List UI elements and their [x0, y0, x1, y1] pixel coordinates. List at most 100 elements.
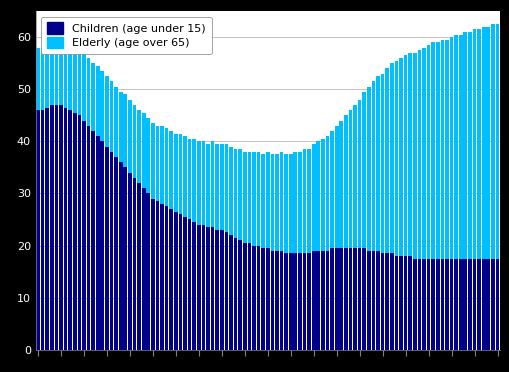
Bar: [261, 248, 265, 350]
Bar: [330, 248, 333, 350]
Bar: [178, 134, 182, 214]
Bar: [311, 144, 315, 251]
Bar: [316, 251, 320, 350]
Bar: [265, 248, 269, 350]
Bar: [201, 225, 205, 350]
Bar: [105, 76, 108, 147]
Bar: [467, 32, 471, 259]
Bar: [146, 193, 150, 350]
Bar: [412, 53, 416, 259]
Bar: [431, 42, 434, 259]
Bar: [196, 141, 200, 225]
Bar: [87, 126, 90, 350]
Bar: [279, 251, 283, 350]
Bar: [155, 201, 159, 350]
Bar: [449, 259, 453, 350]
Bar: [41, 48, 44, 110]
Bar: [490, 24, 494, 259]
Bar: [421, 259, 425, 350]
Bar: [164, 206, 168, 350]
Bar: [274, 251, 278, 350]
Bar: [215, 144, 218, 230]
Bar: [114, 87, 118, 157]
Bar: [321, 139, 324, 251]
Bar: [463, 32, 466, 259]
Bar: [160, 204, 163, 350]
Bar: [123, 167, 127, 350]
Bar: [219, 144, 223, 230]
Bar: [82, 53, 86, 121]
Bar: [142, 113, 145, 188]
Bar: [279, 152, 283, 251]
Bar: [444, 259, 448, 350]
Bar: [229, 235, 233, 350]
Bar: [128, 173, 131, 350]
Bar: [302, 253, 306, 350]
Bar: [431, 259, 434, 350]
Bar: [91, 131, 95, 350]
Bar: [316, 141, 320, 251]
Bar: [224, 144, 228, 232]
Bar: [247, 152, 251, 243]
Bar: [256, 152, 260, 246]
Bar: [36, 110, 40, 350]
Bar: [123, 94, 127, 167]
Bar: [174, 212, 177, 350]
Bar: [339, 121, 343, 248]
Bar: [100, 141, 104, 350]
Bar: [64, 108, 67, 350]
Bar: [380, 253, 384, 350]
Bar: [371, 81, 375, 251]
Bar: [68, 45, 72, 110]
Bar: [353, 248, 356, 350]
Bar: [495, 24, 498, 259]
Bar: [45, 45, 49, 108]
Bar: [306, 149, 310, 253]
Bar: [481, 27, 485, 259]
Bar: [100, 71, 104, 141]
Bar: [50, 42, 53, 105]
Bar: [251, 152, 256, 246]
Bar: [174, 134, 177, 212]
Bar: [229, 147, 233, 235]
Bar: [233, 149, 237, 238]
Bar: [242, 243, 246, 350]
Bar: [389, 253, 393, 350]
Bar: [399, 256, 402, 350]
Bar: [146, 118, 150, 193]
Bar: [357, 248, 361, 350]
Bar: [119, 162, 122, 350]
Bar: [435, 42, 439, 259]
Bar: [82, 121, 86, 350]
Bar: [288, 253, 292, 350]
Bar: [270, 251, 274, 350]
Bar: [306, 253, 310, 350]
Bar: [164, 128, 168, 206]
Bar: [490, 259, 494, 350]
Bar: [233, 238, 237, 350]
Bar: [321, 251, 324, 350]
Bar: [59, 105, 63, 350]
Bar: [348, 248, 352, 350]
Bar: [385, 253, 388, 350]
Bar: [224, 232, 228, 350]
Bar: [344, 115, 347, 248]
Bar: [261, 154, 265, 248]
Bar: [463, 259, 466, 350]
Bar: [206, 144, 209, 227]
Bar: [160, 126, 163, 204]
Bar: [114, 157, 118, 350]
Bar: [270, 154, 274, 251]
Bar: [454, 259, 457, 350]
Bar: [293, 152, 297, 253]
Bar: [151, 199, 154, 350]
Bar: [467, 259, 471, 350]
Bar: [119, 92, 122, 162]
Bar: [362, 92, 365, 248]
Bar: [247, 243, 251, 350]
Bar: [192, 139, 195, 222]
Bar: [417, 259, 420, 350]
Bar: [325, 251, 329, 350]
Bar: [449, 37, 453, 259]
Bar: [59, 40, 63, 105]
